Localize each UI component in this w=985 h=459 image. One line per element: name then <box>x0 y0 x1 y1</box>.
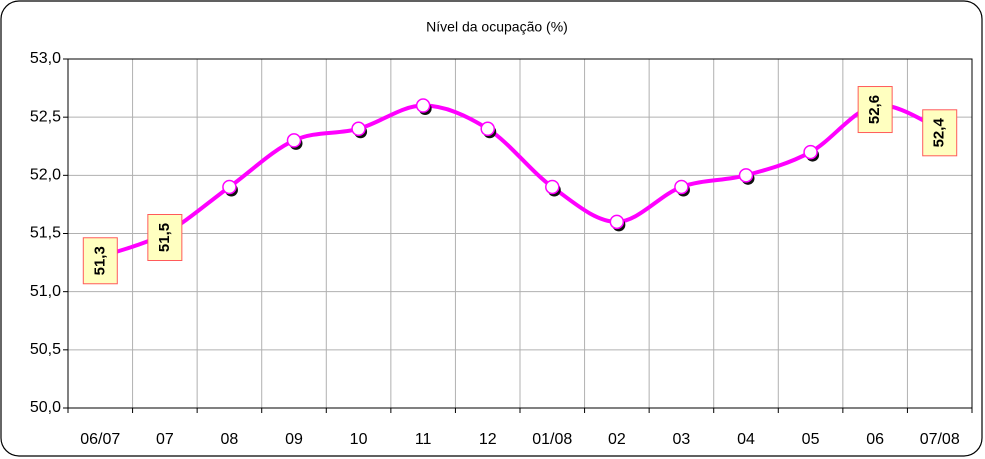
y-tick-label: 50,0 <box>30 399 61 416</box>
y-tick-label: 50,5 <box>30 341 61 358</box>
value-label: 51,5 <box>156 223 173 252</box>
x-tick-label: 07/08 <box>920 431 960 448</box>
chart-title: Nível da ocupação (%) <box>426 19 568 35</box>
marker <box>674 179 689 195</box>
y-tick-label: 51,0 <box>30 283 61 300</box>
x-tick-label: 09 <box>285 431 303 448</box>
marker <box>803 144 818 160</box>
x-tick-label: 04 <box>737 431 755 448</box>
marker <box>738 168 754 183</box>
plot-border <box>67 58 973 409</box>
marker <box>480 121 495 137</box>
x-tick-label: 01/08 <box>532 431 572 448</box>
x-tick-label: 12 <box>479 431 497 448</box>
y-tick-label: 52,5 <box>30 108 61 125</box>
marker <box>609 214 625 230</box>
value-label-box <box>147 214 183 261</box>
value-label-box <box>922 109 958 157</box>
x-tick-label: 05 <box>802 431 820 448</box>
y-tick-label: 52,0 <box>30 167 61 184</box>
value-label: 51,3 <box>91 246 108 275</box>
marker <box>286 133 302 148</box>
y-tick-label: 51,5 <box>30 225 61 242</box>
marker <box>222 179 237 195</box>
value-label-box <box>82 237 118 285</box>
x-tick-label: 10 <box>350 431 368 448</box>
y-tick-label: 53,0 <box>30 50 61 67</box>
marker <box>415 98 431 113</box>
x-tick-label: 02 <box>608 431 626 448</box>
value-label: 52,6 <box>866 95 883 124</box>
value-label-box <box>857 86 893 134</box>
x-tick-label: 06 <box>866 431 884 448</box>
x-tick-label: 06/07 <box>80 431 120 448</box>
x-tick-label: 08 <box>221 431 239 448</box>
x-tick-label: 03 <box>673 431 691 448</box>
x-tick-label: 11 <box>415 431 432 448</box>
x-tick-label: 07 <box>156 431 174 448</box>
marker <box>351 121 366 137</box>
marker <box>545 179 560 195</box>
value-label: 52,4 <box>931 118 948 148</box>
